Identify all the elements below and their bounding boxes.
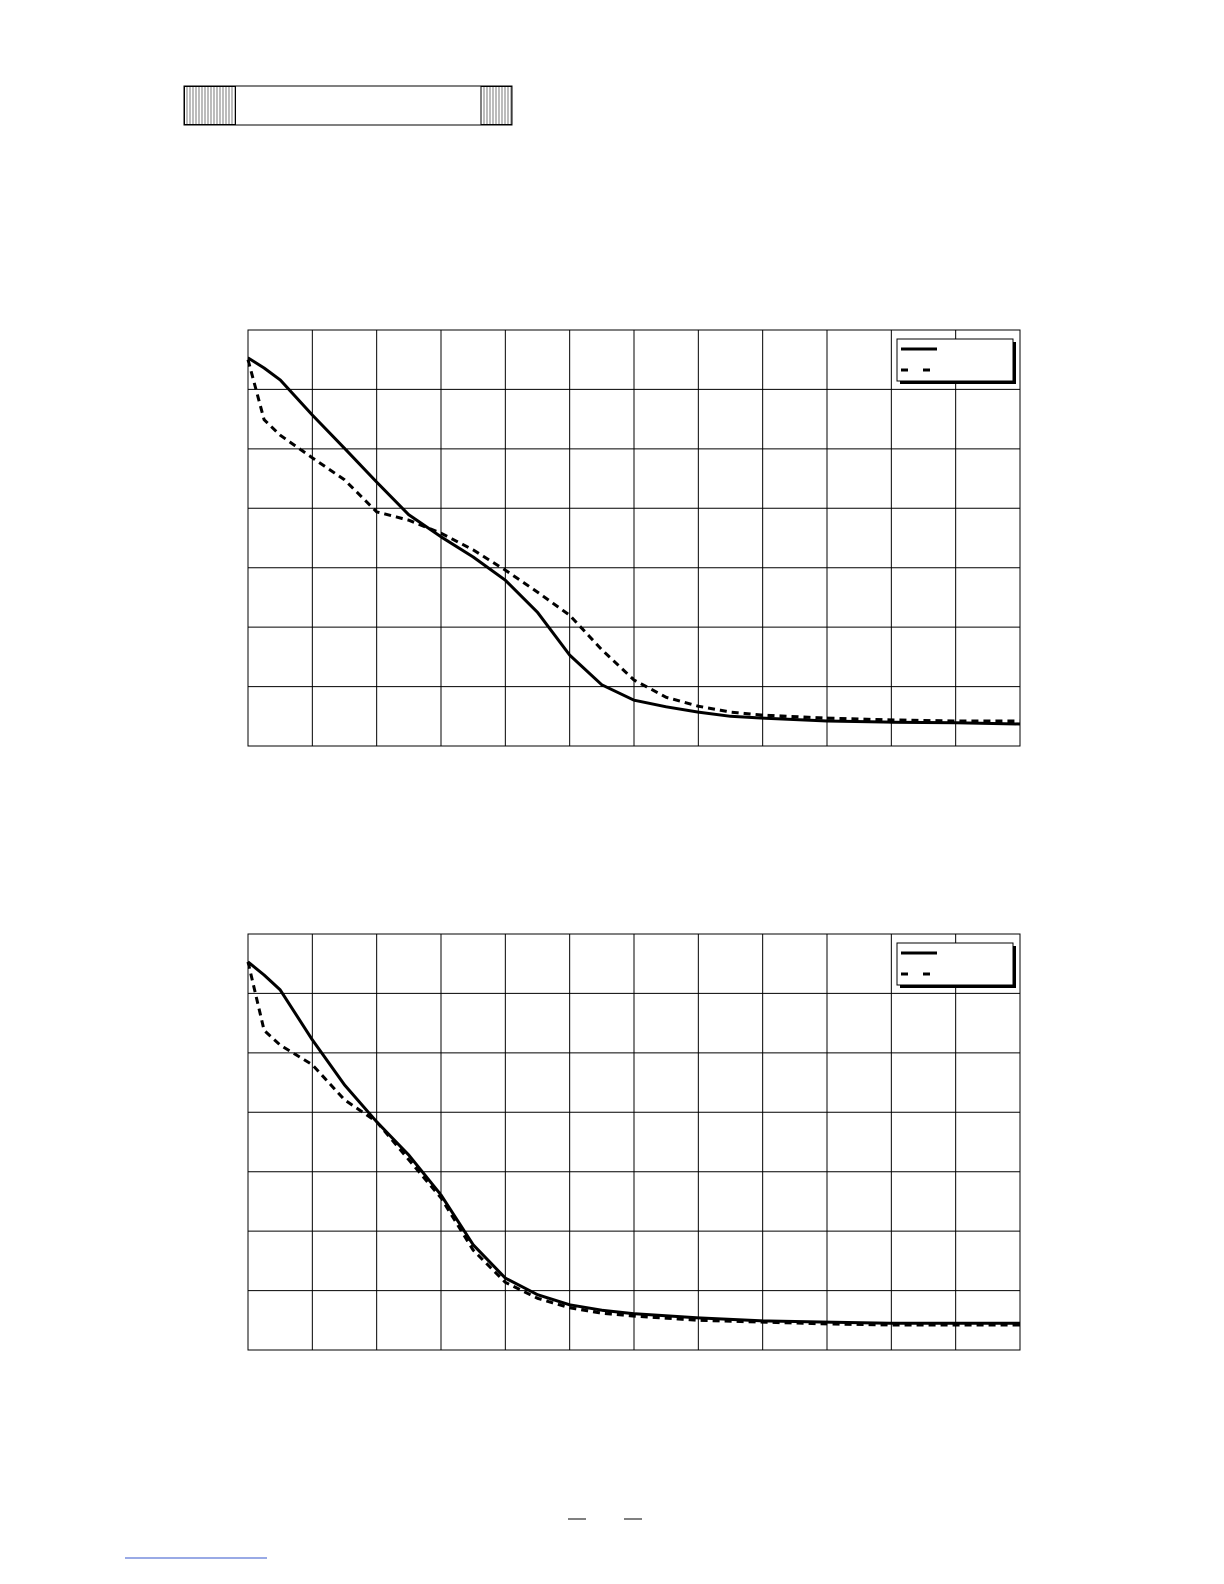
chart — [246, 933, 1021, 1351]
chart — [246, 329, 1021, 747]
data-line — [247, 356, 1021, 726]
legend — [896, 942, 1014, 986]
data-line — [246, 961, 1020, 1327]
data-line — [246, 359, 1020, 723]
legend — [896, 338, 1014, 382]
data-line — [247, 960, 1020, 1325]
header-box — [183, 85, 513, 126]
